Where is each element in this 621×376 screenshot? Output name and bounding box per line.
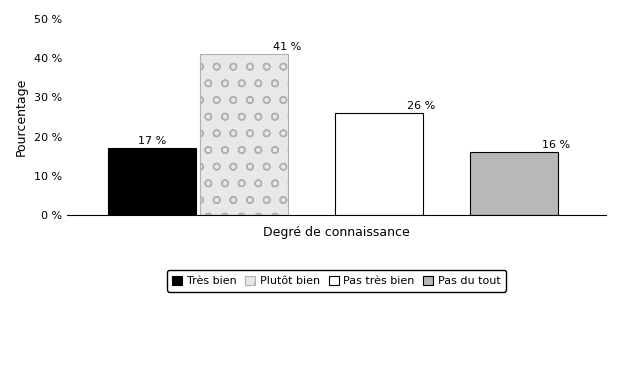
X-axis label: Degré de connaissance: Degré de connaissance bbox=[263, 226, 410, 239]
Text: 41 %: 41 % bbox=[273, 42, 301, 52]
Y-axis label: Pourcentage: Pourcentage bbox=[15, 78, 28, 156]
Bar bbox=[200, 54, 288, 215]
Bar bbox=[469, 152, 558, 215]
Legend: Très bien, Plutôt bien, Pas très bien, Pas du tout: Très bien, Plutôt bien, Pas très bien, P… bbox=[166, 270, 506, 292]
Text: 16 %: 16 % bbox=[542, 140, 570, 150]
Text: 17 %: 17 % bbox=[138, 136, 166, 146]
Text: 26 %: 26 % bbox=[407, 101, 435, 111]
Bar bbox=[335, 113, 423, 215]
Bar bbox=[108, 148, 196, 215]
